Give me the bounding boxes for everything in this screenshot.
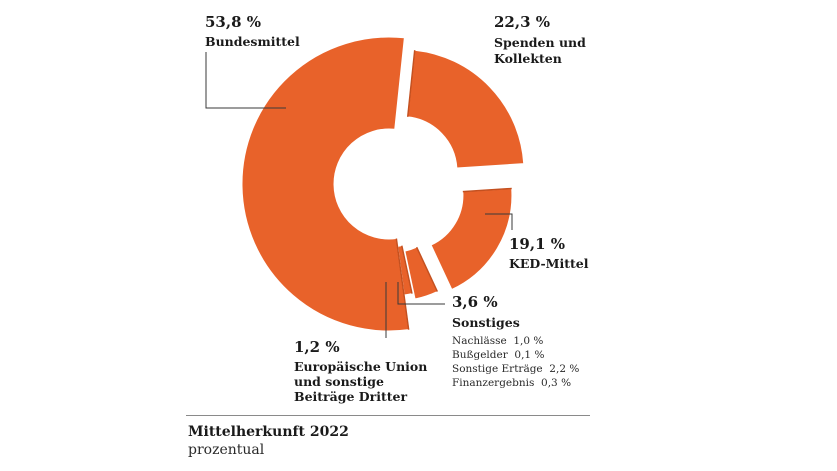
slice-label-eu-line2: und sonstige — [294, 374, 384, 389]
value-label-sonstiges: 3,6 % — [452, 293, 498, 311]
value-label-bundesmittel: 53,8 % — [205, 13, 261, 31]
donut-hole — [334, 129, 444, 239]
slice-spenden-edge — [406, 50, 416, 117]
slice-sonstiges-edge — [415, 246, 438, 292]
slice-label-eu-line1: Europäische Union — [294, 359, 427, 374]
value-label-eu: 1,2 % — [294, 338, 340, 356]
slice-label-eu-line3: Beiträge Dritter — [294, 389, 407, 404]
slices-group — [241, 36, 525, 332]
slice-eu-edge — [401, 245, 413, 294]
leader-line-sonstiges — [397, 282, 445, 305]
slice-spenden — [407, 49, 525, 169]
slice-label-ked-mittel: KED-Mittel — [509, 256, 589, 271]
slice-ked-mittel — [430, 187, 513, 291]
chart-title: Mittelherkunft 2022 — [188, 424, 349, 440]
detail-bussgelder: Bußgelder 0,1 % — [452, 349, 544, 361]
slice-label-bundesmittel: Bundesmittel — [205, 34, 300, 49]
chart-subtitle: prozentual — [188, 442, 265, 458]
slice-label-spenden-line2: Kollekten — [494, 51, 562, 66]
slice-label-spenden-line1: Spenden und — [494, 35, 586, 50]
detail-finanzergebnis: Finanzergebnis 0,3 % — [452, 377, 571, 389]
slice-label-sonstiges: Sonstiges — [452, 315, 520, 330]
slice-bundesmittel-edge — [395, 238, 410, 330]
value-label-spenden: 22,3 % — [494, 13, 550, 31]
detail-sonstige-ertraege: Sonstige Erträge 2,2 % — [452, 363, 579, 375]
leader-line-ked-mittel — [485, 213, 513, 230]
value-label-ked-mittel: 19,1 % — [509, 235, 565, 253]
detail-nachlaesse: Nachlässe 1,0 % — [452, 335, 543, 347]
leader-line-bundesmittel — [205, 52, 286, 109]
slice-ked-mittel-edge — [462, 187, 512, 193]
footer-divider — [186, 415, 590, 416]
slice-sonstiges — [404, 246, 438, 300]
